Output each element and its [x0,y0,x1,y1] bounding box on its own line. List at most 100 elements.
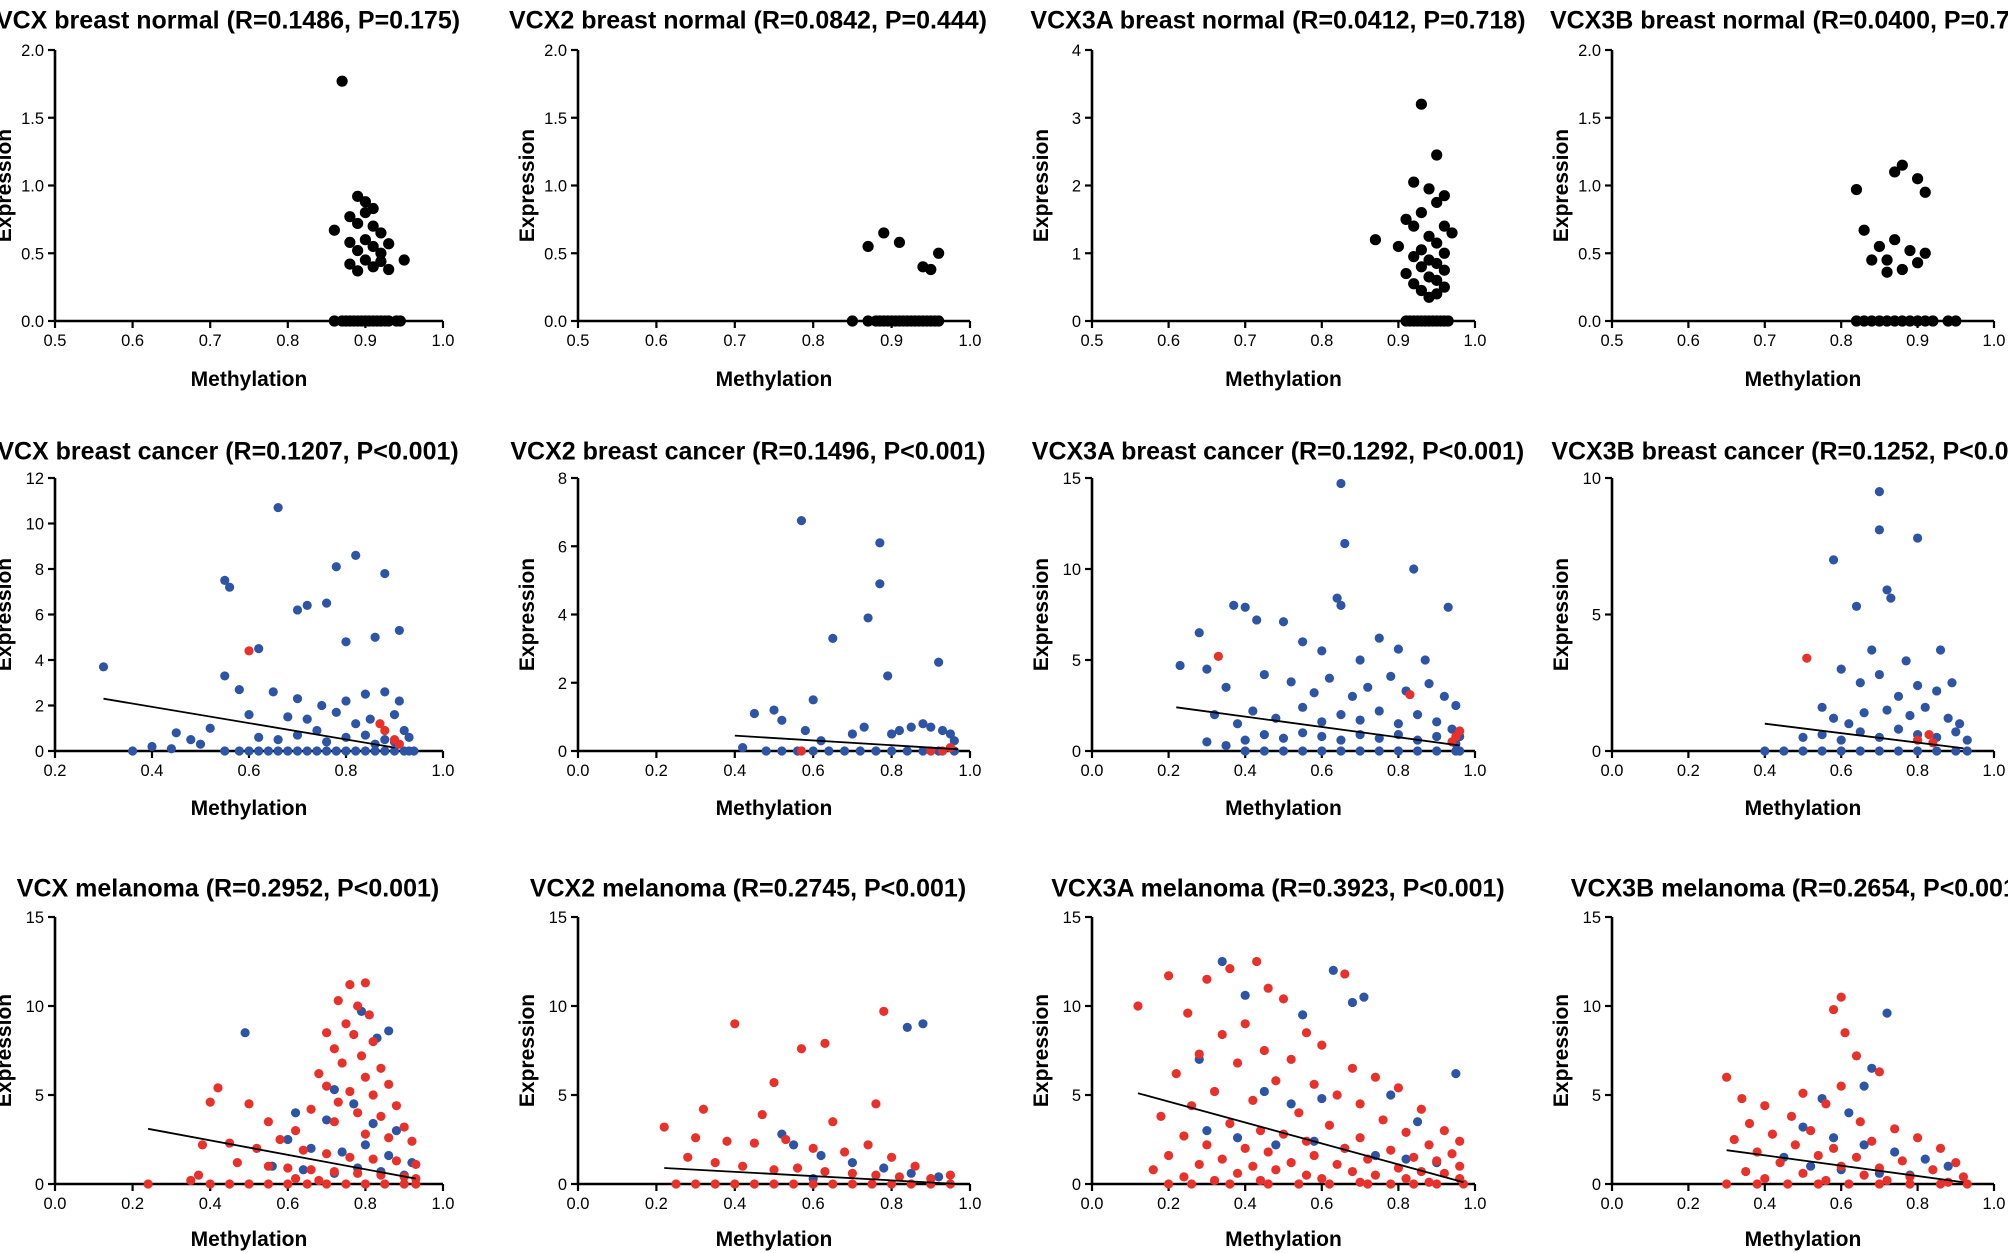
y-tick-label: 1.5 [1578,110,1601,128]
data-point [331,707,341,717]
data-point [934,1172,944,1182]
x-tick-label: 0.7 [1234,332,1257,350]
x-tick-label: 0.0 [567,762,590,780]
data-point [322,1179,332,1189]
x-tick-label: 0.7 [723,332,746,350]
x-tick-label: 1.0 [959,332,982,350]
data-point [360,1072,370,1082]
data-point [302,1179,312,1189]
data-point [847,1168,858,1178]
data-point [902,746,912,756]
data-point [1259,669,1269,680]
data-point [333,996,343,1006]
data-point [1928,1165,1938,1175]
data-point [1737,1093,1747,1104]
data-point [331,562,341,572]
data-point [1882,705,1892,715]
panel-12: VCX3B melanoma (R=0.2654, P<0.001) 0.0 0.2… [1550,875,2008,1251]
data-point [292,605,303,615]
data-point [384,1150,394,1161]
data-point [394,625,404,636]
data-point [98,662,109,672]
data-point [1232,1133,1243,1143]
data-point [1451,700,1461,711]
data-point [1408,220,1420,232]
y-tick-label: 2 [35,698,44,716]
x-tick-label: 0.2 [1677,1195,1700,1213]
y-tick-label: 5 [1592,1087,1601,1105]
data-point [1232,1168,1243,1178]
data-point [1171,1069,1181,1079]
series-red [659,1006,956,1189]
data-point [349,1029,359,1040]
data-point [906,1168,916,1178]
data-point [337,1058,347,1068]
data-point [738,742,748,753]
data-point [409,746,419,756]
data-point [828,1117,838,1127]
data-point [777,746,787,756]
x-tick-label: 0.4 [141,762,164,780]
data-point [934,657,944,667]
data-point [945,1170,956,1180]
data-point [1752,1179,1762,1189]
data-point [1409,564,1419,574]
data-point [1943,713,1953,723]
data-point [1962,1179,1972,1189]
data-point [1336,746,1346,756]
data-point [376,1111,386,1121]
data-point [186,1175,196,1186]
panel-6: VCX2 breast cancer (R=0.1496, P<0.001) 0.… [510,438,985,820]
data-point [1447,1149,1457,1159]
data-point [1851,601,1862,611]
x-tick-label: 1.0 [959,1195,982,1213]
data-point [1446,227,1458,239]
series-red [1722,992,1972,1189]
data-point [1828,1143,1839,1153]
data-point [846,315,859,327]
data-point [1278,617,1289,627]
data-point [1432,731,1442,742]
data-point [808,746,818,756]
data-point [1836,664,1846,674]
data-point [273,502,283,513]
y-tick-label: 1.0 [1578,178,1601,196]
data-point [800,725,810,736]
data-point [1947,678,1957,688]
x-tick-label: 1.0 [1983,1195,2006,1213]
data-point [1455,1136,1465,1146]
data-point [1420,655,1430,665]
data-point [367,261,379,273]
data-point [1309,1150,1319,1161]
data-point [1439,691,1449,702]
data-point [1248,1095,1258,1105]
data-point [380,568,390,579]
data-point [391,1126,402,1136]
y-tick-label: 2 [558,675,567,693]
x-tick-label: 0.8 [354,1195,377,1213]
data-point [1889,234,1901,246]
data-point [1347,997,1358,1008]
x-tick-label: 0.2 [1677,762,1700,780]
x-tick-label: 0.6 [1157,332,1180,350]
panel-title: VCX2 breast normal (R=0.0842, P=0.444) [509,7,987,35]
data-point [1409,1152,1419,1162]
data-point [878,227,890,239]
data-point [1905,710,1915,721]
data-point [1775,1158,1785,1168]
data-point [1405,689,1415,700]
y-tick-label: 8 [35,561,44,579]
data-point [710,1179,720,1189]
data-point [1913,533,1923,543]
data-point [283,1179,293,1189]
y-tick-label: 0 [1592,1176,1601,1194]
data-point [1301,1028,1312,1038]
data-point [234,746,244,756]
data-point [1263,1179,1273,1189]
data-point [1286,1099,1296,1109]
data-point [193,1170,204,1180]
data-point [769,1179,779,1189]
data-point [925,263,937,276]
y-tick-label: 0 [558,1176,567,1194]
data-point [808,1179,818,1189]
